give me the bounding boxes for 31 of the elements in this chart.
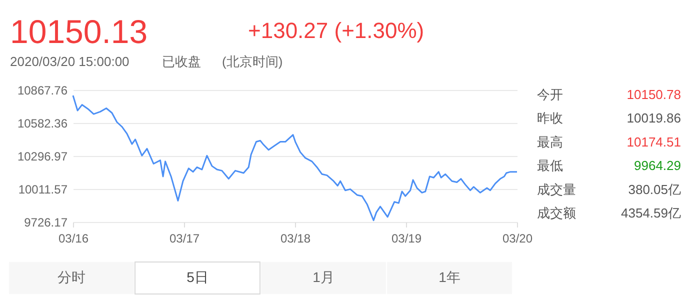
text: 昨收 <box>537 110 563 126</box>
text: 2020/03/20 15:00:00 <box>10 54 130 69</box>
text: 4354.59亿 <box>621 206 681 220</box>
x-tick-label: 03/20 <box>502 232 533 246</box>
text: (北京时间) <box>222 54 283 69</box>
text: 1月 <box>312 269 334 285</box>
text: 1年 <box>438 269 460 285</box>
text: 10150.78 <box>626 87 681 102</box>
text: 最高 <box>537 134 563 150</box>
text: 9964.29 <box>634 158 681 174</box>
text: 10174.51 <box>626 134 681 150</box>
y-tick-label: 10011.57 <box>18 182 68 196</box>
y-tick-label: 10296.97 <box>17 150 68 164</box>
text: 5日 <box>186 269 208 285</box>
text: 10019.86 <box>626 110 681 126</box>
text: 成交量 <box>537 182 576 197</box>
x-tick-label: 03/16 <box>58 232 89 246</box>
text: 今开 <box>537 87 563 102</box>
text: 已收盘 <box>162 54 201 69</box>
y-tick-label: 9726.17 <box>24 216 68 230</box>
y-tick-label: 10867.76 <box>17 84 68 98</box>
x-tick-label: 03/17 <box>169 232 200 246</box>
text: +130.27 (+1.30%) <box>248 18 424 43</box>
text: 最低 <box>537 158 563 174</box>
y-tick-label: 10582.36 <box>17 116 68 130</box>
text: 380.05亿 <box>628 182 681 197</box>
text: 成交额 <box>537 206 576 220</box>
chart-title: 10150.13 <box>10 13 148 50</box>
x-tick-label: 03/19 <box>391 232 422 246</box>
x-tick-label: 03/18 <box>280 232 311 246</box>
text: 分时 <box>58 269 86 285</box>
